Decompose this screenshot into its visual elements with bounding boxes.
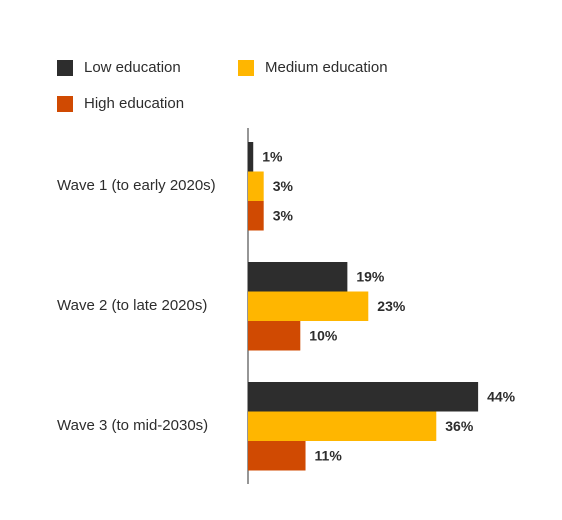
bar: [248, 321, 301, 351]
value-label: 23%: [377, 298, 406, 314]
legend-swatch: [57, 96, 73, 112]
value-label: 19%: [356, 268, 385, 284]
bar: [248, 291, 369, 321]
bar: [248, 262, 348, 292]
category-label: Wave 1 (to early 2020s): [57, 177, 216, 194]
value-label: 11%: [315, 447, 343, 463]
legend-swatch: [238, 60, 254, 76]
legend-swatch: [57, 60, 73, 76]
value-label: 36%: [445, 418, 474, 434]
value-label: 3%: [273, 178, 294, 194]
value-label: 10%: [309, 327, 338, 343]
category-label: Wave 2 (to late 2020s): [57, 297, 207, 314]
value-label: 44%: [487, 388, 516, 404]
bar: [248, 382, 479, 412]
legend-label: Medium education: [265, 59, 388, 76]
bar: [248, 201, 264, 231]
bar: [248, 441, 306, 471]
category-label: Wave 3 (to mid-2030s): [57, 417, 208, 434]
value-label: 3%: [273, 207, 294, 223]
bar: [248, 142, 254, 172]
legend-label: High education: [84, 95, 184, 112]
bar: [248, 411, 437, 441]
legend-label: Low education: [84, 59, 181, 76]
bar: [248, 171, 264, 201]
value-label: 1%: [262, 148, 283, 164]
